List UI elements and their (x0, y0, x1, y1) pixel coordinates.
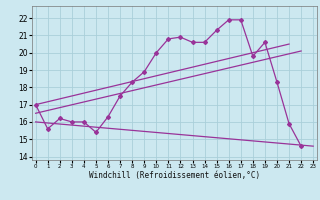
X-axis label: Windchill (Refroidissement éolien,°C): Windchill (Refroidissement éolien,°C) (89, 171, 260, 180)
